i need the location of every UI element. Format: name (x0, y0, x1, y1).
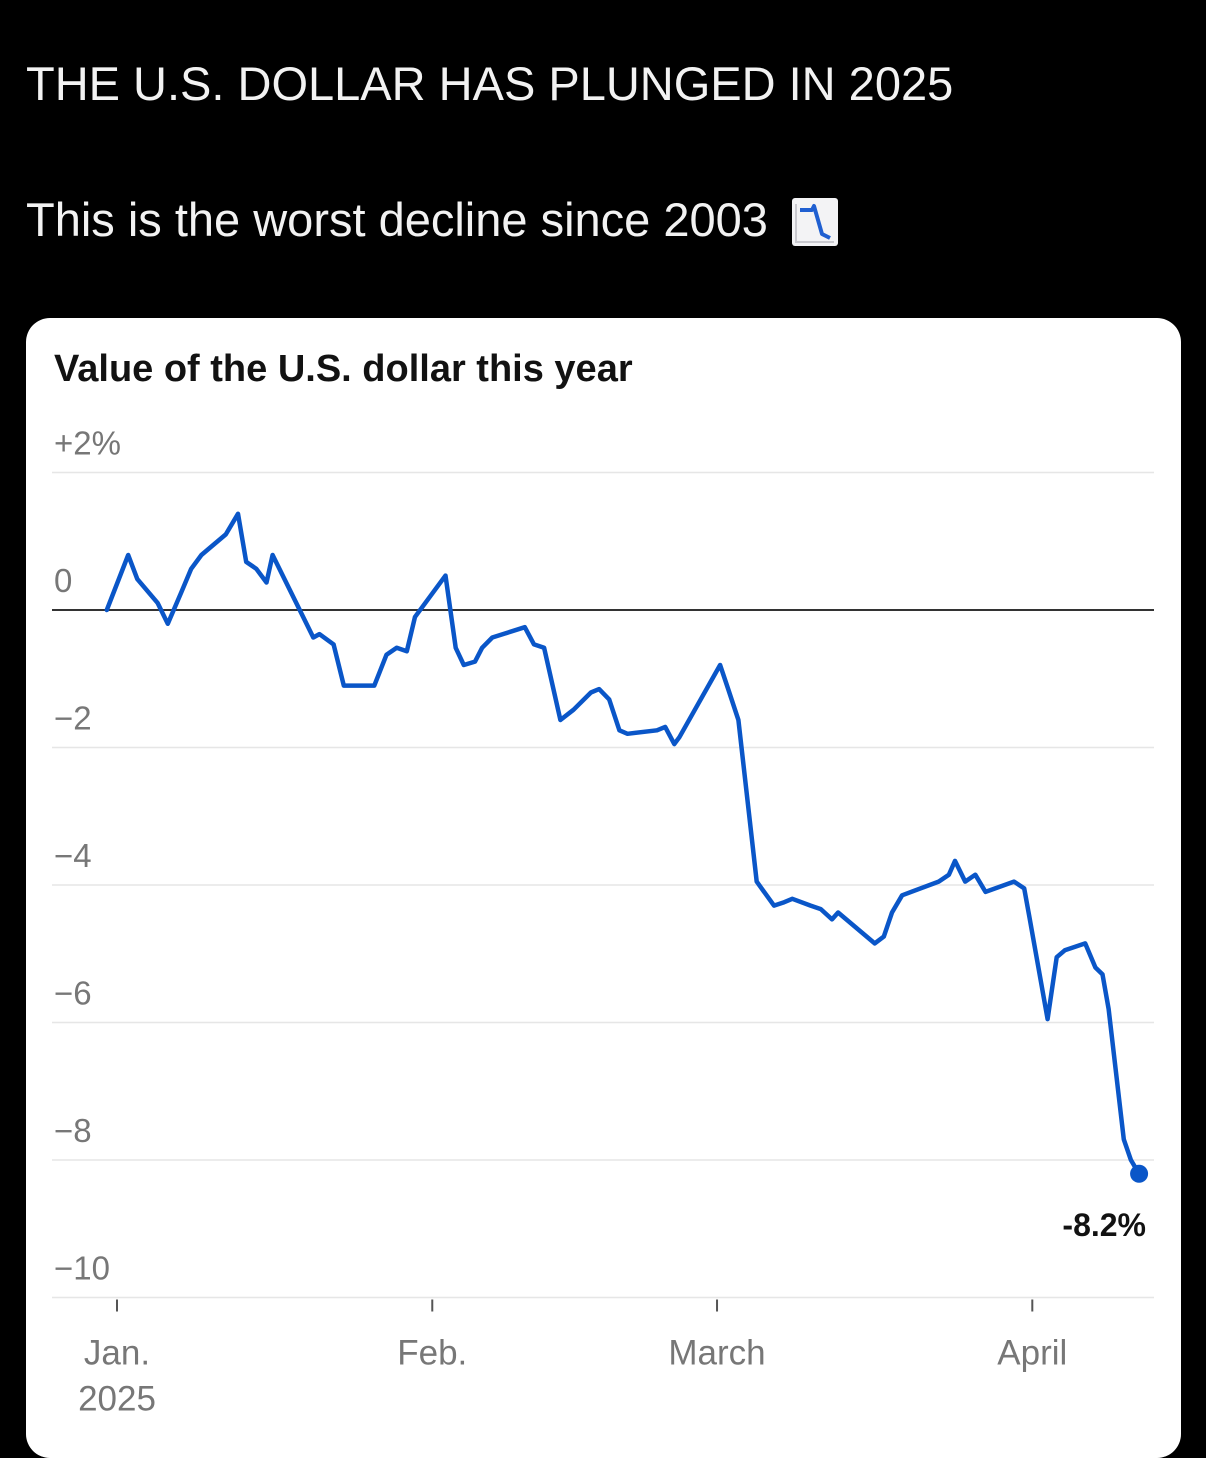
post-headline: THE U.S. DOLLAR HAS PLUNGED IN 2025 (26, 57, 954, 110)
x-tick-sublabel: 2025 (78, 1380, 156, 1419)
y-tick-label: −4 (54, 837, 92, 874)
post-subline: This is the worst decline since 2003 (26, 192, 838, 248)
x-tick-label: Feb. (397, 1334, 467, 1373)
y-tick-label: +2% (54, 425, 121, 462)
line-chart: +2% 0 −2 −4 −6 −8 −10 Jan. 2025 Feb. March April -8.… (52, 425, 1154, 1419)
y-tick-label: −6 (54, 975, 92, 1012)
y-tick-label: −2 (54, 700, 92, 737)
y-tick-label: −8 (54, 1112, 92, 1149)
y-tick-label: −10 (54, 1250, 110, 1287)
x-tick-label: March (668, 1334, 765, 1373)
y-tick-label: 0 (54, 562, 72, 599)
chart-decreasing-icon (791, 198, 838, 246)
chart-card: Value of the U.S. dollar this year +2% 0 −… (26, 318, 1181, 1458)
x-tick-label: April (997, 1334, 1067, 1373)
x-tick-label: Jan. (84, 1334, 150, 1373)
end-value-label: -8.2% (1062, 1207, 1146, 1243)
chart-title: Value of the U.S. dollar this year (54, 348, 633, 390)
post-subline-text: This is the worst decline since 2003 (26, 193, 768, 246)
end-point-marker (1130, 1164, 1149, 1183)
series-line (104, 511, 1142, 1177)
